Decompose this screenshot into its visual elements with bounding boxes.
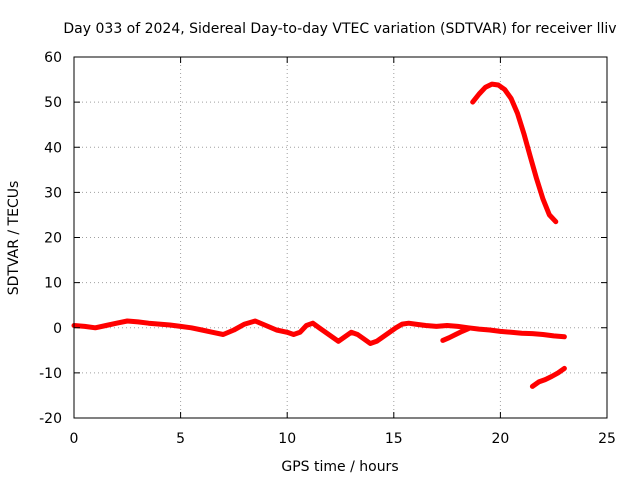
y-tick-label: 10 bbox=[44, 276, 62, 292]
x-tick-label: 0 bbox=[70, 431, 79, 447]
y-tick-label: -20 bbox=[39, 411, 62, 427]
y-tick-label: 30 bbox=[44, 185, 62, 201]
y-tick-label: -10 bbox=[39, 366, 62, 382]
series-line bbox=[440, 326, 471, 343]
series-line bbox=[470, 81, 559, 225]
x-tick-label: 5 bbox=[176, 431, 185, 447]
grid bbox=[74, 57, 607, 418]
y-tick-label: 20 bbox=[44, 231, 62, 247]
series-line bbox=[71, 318, 567, 346]
axis-ticks: 0 5 10 15 20 25 -20 -10 0 10 20 30 40 50 60 bbox=[39, 50, 616, 447]
y-tick-label: 60 bbox=[44, 50, 62, 66]
y-tick-label: 50 bbox=[44, 95, 62, 111]
y-tick-label: 0 bbox=[53, 321, 62, 337]
x-tick-label: 20 bbox=[491, 431, 509, 447]
x-axis-label: GPS time / hours bbox=[281, 459, 398, 475]
plot-series bbox=[71, 81, 567, 389]
chart-title: Day 033 of 2024, Sidereal Day-to-day VTE… bbox=[63, 21, 616, 37]
y-tick-label: 40 bbox=[44, 140, 62, 156]
x-tick-label: 25 bbox=[598, 431, 616, 447]
x-tick-label: 10 bbox=[278, 431, 296, 447]
y-axis-label: SDTVAR / TECUs bbox=[6, 181, 22, 296]
x-tick-label: 15 bbox=[385, 431, 403, 447]
series-line bbox=[529, 365, 567, 389]
plot-frame bbox=[73, 56, 608, 419]
